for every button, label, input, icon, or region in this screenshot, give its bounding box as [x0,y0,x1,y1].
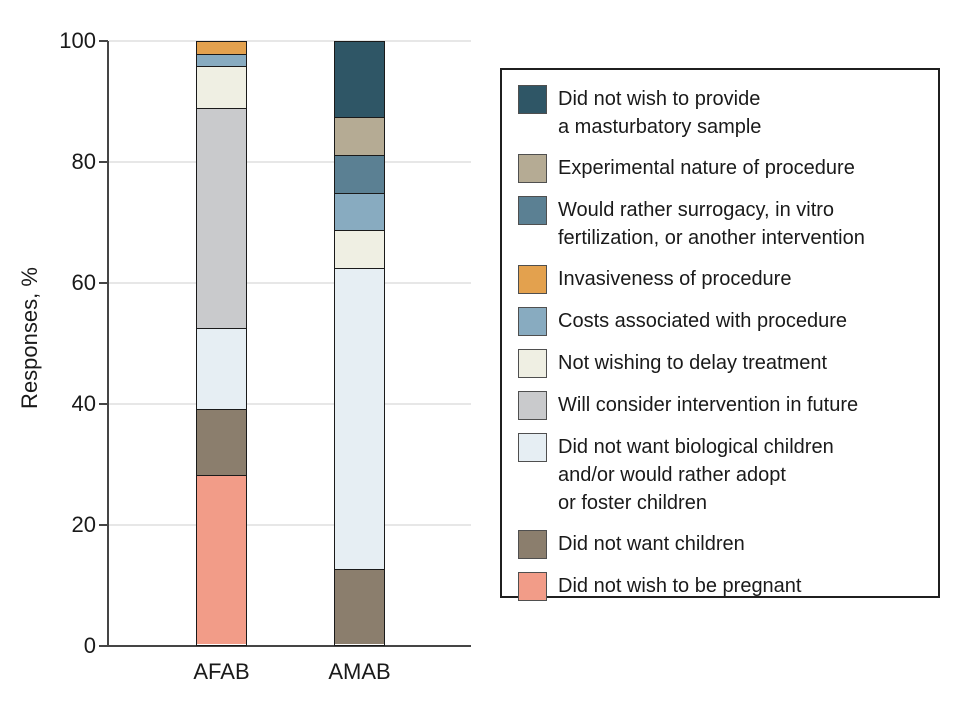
legend-item: Not wishing to delay treatment [518,349,928,378]
legend-swatch [518,391,547,420]
legend-swatch [518,349,547,378]
legend-item-label: Did not want children [558,533,745,555]
legend-item-label: Did not want biological children and/or … [558,436,834,514]
gridline-100 [109,40,471,42]
bar-segment [335,230,384,268]
legend-swatch [518,307,547,336]
legend-box: Did not wish to provide a masturbatory s… [500,68,940,601]
legend-item-label: Costs associated with procedure [558,310,848,332]
y-tick-label-20: 20 [71,512,96,537]
legend-item: Did not wish to be pregnant [518,572,928,601]
y-tick-20 [99,524,108,526]
bar-segment [197,54,246,67]
bar-segment [197,327,246,410]
bar-segment [197,66,246,109]
y-tick-100 [99,40,108,42]
y-tick-label-60: 60 [71,270,96,295]
bar-segment [197,108,246,328]
legend-swatch [518,154,547,183]
bar-segment [335,42,384,118]
legend-item: Costs associated with procedure [518,307,928,336]
x-category-label-amab: AMAB [328,659,391,684]
y-tick-0 [99,645,108,647]
y-axis-line [107,41,109,646]
bar-segment [197,42,246,55]
legend-item-label: Experimental nature of procedure [558,157,855,179]
bar-segment [197,409,246,476]
y-tick-40 [99,403,108,405]
legend-item-label: Invasiveness of procedure [558,268,792,290]
legend-swatch [518,265,547,294]
legend-items: Did not wish to provide a masturbatory s… [518,85,928,601]
legend-item-label: Will consider intervention in future [558,394,859,416]
y-tick-80 [99,161,108,163]
legend-item: Experimental nature of procedure [518,154,928,183]
legend-item-label: Did not wish to be pregnant [558,575,802,597]
bar-segment [335,117,384,155]
gridline-40 [109,403,471,405]
legend-swatch [518,572,547,601]
legend-item: Did not want biological children and/or … [518,433,928,517]
gridline-80 [109,161,471,163]
legend-swatch [518,433,547,462]
y-tick-60 [99,282,108,284]
x-category-label-afab: AFAB [193,659,250,684]
gridline-20 [109,524,471,526]
legend-swatch [518,196,547,225]
y-tick-label-80: 80 [71,149,96,174]
legend-item: Will consider intervention in future [518,391,928,420]
legend-item: Did not want children [518,530,928,559]
legend-item-label: Did not wish to provide a masturbatory s… [558,88,762,138]
y-tick-label-0: 0 [83,633,96,658]
legend-item-label: Not wishing to delay treatment [558,352,828,374]
y-tick-label-100: 100 [59,28,96,53]
x-axis-line [107,645,471,647]
bar-segment [335,154,384,193]
legend-item: Did not wish to provide a masturbatory s… [518,85,928,141]
bar-amab [334,41,385,646]
gridline-60 [109,282,471,284]
legend-item-label: Would rather surrogacy, in vitro fertili… [558,199,865,249]
legend-swatch [518,530,547,559]
bar-segment [335,568,384,644]
legend-item: Would rather surrogacy, in vitro fertili… [518,196,928,252]
bar-segment [335,192,384,231]
bar-afab [196,41,247,646]
bar-segment [335,267,384,569]
y-tick-label-40: 40 [71,391,96,416]
bar-segment [197,475,246,644]
legend-item: Invasiveness of procedure [518,265,928,294]
legend-swatch [518,85,547,114]
